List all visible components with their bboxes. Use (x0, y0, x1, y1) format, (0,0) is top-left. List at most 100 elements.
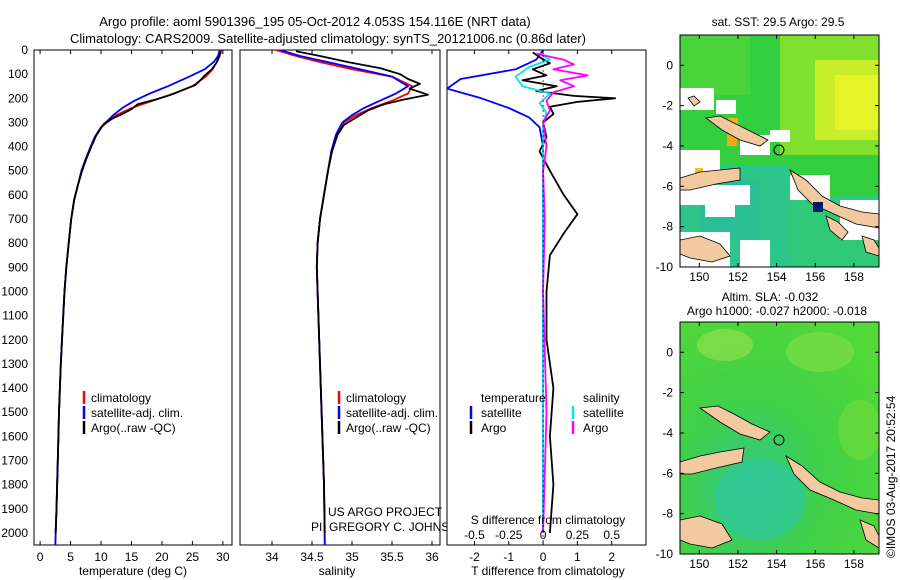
salinity-plot-frame (239, 49, 441, 546)
depth-tick-label: 600 (8, 188, 28, 202)
sla-map-title-line2: Argo h1000: -0.027 h2000: -0.018 (687, 304, 867, 318)
map-lon-label: 156 (805, 270, 825, 284)
depth-tick-label: 900 (8, 260, 28, 274)
legend-climatology-label: climatology (346, 391, 406, 405)
temperature-panel: 0 5 10 15 20 25 30 temperature (deg C) climato… (33, 49, 233, 578)
x-tick-label: -2 (469, 550, 480, 564)
difference-plot-frame (446, 49, 647, 546)
temperature-plot-frame (33, 49, 233, 546)
depth-tick-label: 1500 (1, 405, 28, 419)
figure-title-line2: Climatology: CARS2009. Satellite-adjuste… (70, 31, 586, 46)
depth-tick-label: 1700 (1, 453, 28, 467)
map-lat-label: -10 (656, 260, 674, 274)
x-tick-label: 36 (425, 550, 439, 564)
map-lat-label: -2 (662, 99, 673, 113)
x-tick-label: 1 (574, 550, 581, 564)
depth-tick-label: 1000 (1, 284, 28, 298)
x-tick-label: 0 (37, 550, 44, 564)
copyright-stamp: ©IMOS 03-Aug-2017 20:52:54 (884, 395, 898, 558)
depth-tick-label: 1300 (1, 357, 28, 371)
map-lon-label: 154 (767, 557, 787, 571)
difference-panel: -2 -1 0 1 2 -0.5 -0.25 0 0.25 0.5 S difference fr… (446, 49, 647, 578)
sla-map-field (680, 322, 879, 554)
series-line-argo-raw-qc- (54, 50, 222, 533)
sst-map-title: sat. SST: 29.5 Argo: 29.5 (712, 15, 845, 29)
legend-sal-argo-label: Argo (583, 421, 609, 435)
map-lat-label: -4 (662, 139, 673, 153)
salinity-xlabel: salinity (319, 564, 356, 578)
depth-axis: 0 100 200 300 400 500 600 700 800 900 1000 1100 1200… (1, 43, 646, 540)
depth-tick-label: 1600 (1, 429, 28, 443)
sla-map-title-line1: Altim. SLA: -0.032 (722, 290, 819, 304)
map-lat-label: -10 (656, 547, 674, 561)
depth-tick-label: 700 (8, 212, 28, 226)
salinity-legend: climatology satellite-adj. clim. Argo(..… (337, 391, 438, 435)
map-lat-label: -2 (662, 386, 673, 400)
legend-salinity-title: salinity (583, 391, 620, 405)
difference-xlabel: T difference from climatology (471, 564, 625, 578)
legend-argo-label: Argo(..raw -QC) (91, 421, 176, 435)
difference-top-xlabel: S difference from climatology (471, 513, 626, 527)
sst-map: sat. SST: 29.5 Argo: 29.5 (656, 15, 880, 284)
credit-pi: PI: GREGORY C. JOHNSON (311, 520, 467, 534)
credit-project: US ARGO PROJECT (328, 505, 443, 519)
x-tick-label: 15 (125, 550, 139, 564)
difference-legend: temperature satellite Argo salinity sate… (469, 391, 624, 435)
depth-tick-label: 2000 (1, 526, 28, 540)
s-tick-label: 0.25 (566, 528, 590, 542)
map-lat-label: -6 (662, 466, 673, 480)
depth-tick-label: 1200 (1, 333, 28, 347)
legend-climatology-label: climatology (91, 391, 151, 405)
x-tick-label: -1 (503, 550, 514, 564)
depth-tick-label: 0 (21, 43, 28, 57)
s-tick-label: -0.25 (495, 528, 523, 542)
map-lon-label: 156 (805, 557, 825, 571)
figure-title-line1: Argo profile: aoml 5901396_195 05-Oct-20… (99, 14, 530, 29)
s-tick-label: 0 (540, 528, 547, 542)
depth-tick-label: 400 (8, 140, 28, 154)
x-tick-label: 30 (216, 550, 230, 564)
legend-satellite-label: satellite-adj. clim. (91, 406, 183, 420)
depth-tick-label: 800 (8, 236, 28, 250)
map-lon-label: 158 (844, 557, 864, 571)
map-lon-label: 150 (689, 557, 709, 571)
legend-temperature-title: temperature (481, 391, 546, 405)
depth-tick-label: 1400 (1, 381, 28, 395)
x-tick-label: 5 (67, 550, 74, 564)
x-tick-label: 35.5 (380, 550, 404, 564)
map-lon-label: 152 (728, 557, 748, 571)
series-line-argo-raw-qc- (295, 50, 429, 533)
legend-sal-satellite-label: satellite (583, 406, 624, 420)
map-lat-label: 0 (666, 345, 673, 359)
x-tick-label: 34.5 (300, 550, 324, 564)
map-lon-label: 150 (689, 270, 709, 284)
s-tick-label: 0.5 (603, 528, 620, 542)
map-lat-label: -6 (662, 179, 673, 193)
sst-cold-cell (813, 202, 823, 212)
depth-tick-label: 1900 (1, 502, 28, 516)
depth-tick-label: 200 (8, 91, 28, 105)
legend-argo-label: Argo(..raw -QC) (346, 421, 431, 435)
series-line-salinity-argo (536, 52, 589, 533)
x-tick-label: 25 (186, 550, 200, 564)
x-tick-label: 34 (265, 550, 279, 564)
map-lat-label: -4 (662, 426, 673, 440)
map-lat-label: 0 (666, 58, 673, 72)
sst-map-field (680, 35, 879, 267)
temperature-legend: climatology satellite-adj. clim. Argo(..… (82, 391, 183, 435)
legend-satellite-label: satellite-adj. clim. (346, 406, 438, 420)
argo-location-marker (773, 144, 785, 156)
depth-tick-label: 1800 (1, 478, 28, 492)
depth-tick-label: 1100 (2, 309, 28, 323)
x-tick-label: 10 (94, 550, 108, 564)
legend-temp-satellite-label: satellite (481, 406, 522, 420)
map-lat-label: -8 (662, 507, 673, 521)
map-lat-label: -8 (662, 220, 673, 234)
x-tick-label: 35 (345, 550, 359, 564)
depth-tick-label: 300 (8, 115, 28, 129)
sla-map: Altim. SLA: -0.032 Argo h1000: -0.027 h2… (656, 290, 880, 571)
map-lon-label: 158 (844, 270, 864, 284)
depth-tick-label: 500 (8, 164, 28, 178)
x-tick-label: 0 (540, 550, 547, 564)
